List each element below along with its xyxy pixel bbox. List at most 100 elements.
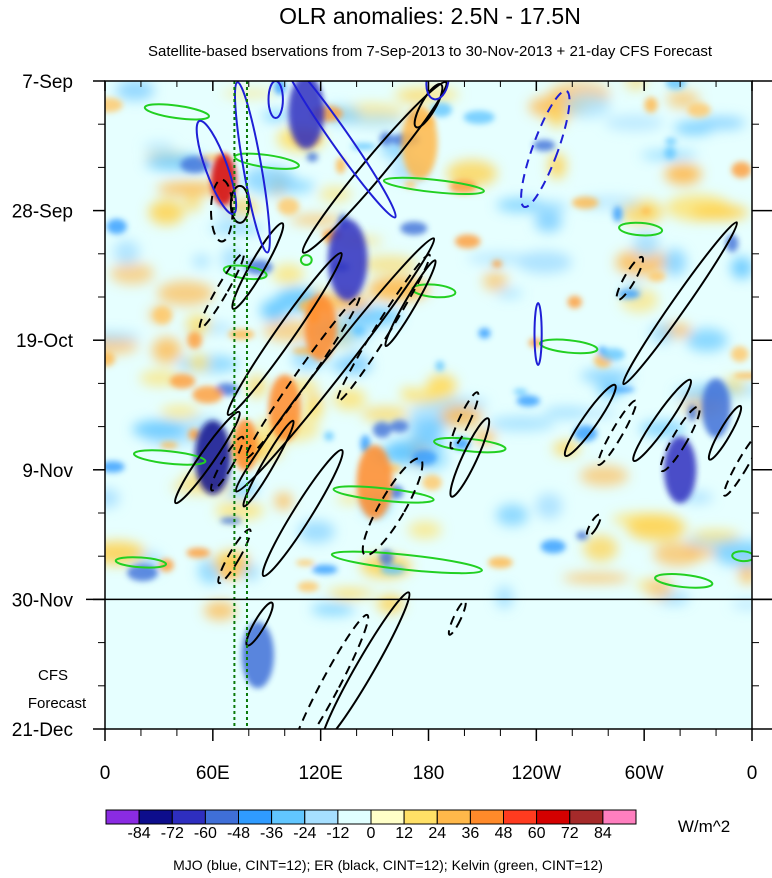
negative-anomaly-patch	[540, 539, 566, 554]
positive-anomaly-patch	[185, 314, 211, 335]
er-contour	[361, 457, 424, 557]
colorbar-level-label: 60	[528, 825, 546, 842]
positive-anomaly-patch	[641, 207, 651, 215]
kelvin-contour	[731, 550, 752, 563]
er-contour	[597, 399, 638, 466]
x-axis: 0 60E 120E 180 120W 60W 0	[100, 81, 758, 784]
er-contour	[229, 184, 250, 224]
colorbar-swatch	[503, 809, 538, 825]
colorbar-level-label: -24	[293, 825, 316, 842]
mjo-contour	[533, 302, 543, 366]
y-tick-label: 19-Oct	[16, 331, 74, 352]
negative-anomaly-patch	[600, 348, 626, 361]
positive-anomaly-patch	[148, 199, 185, 225]
negative-anomaly-patch	[106, 218, 127, 235]
x-tick-label: 120W	[512, 763, 562, 784]
er-contours	[174, 81, 752, 729]
kelvin-contour	[299, 254, 313, 266]
positive-anomaly-patch	[169, 373, 196, 389]
negative-anomaly-patch	[113, 240, 140, 265]
negative-anomaly-patch	[665, 81, 686, 90]
negative-anomaly-patch	[685, 328, 728, 352]
positive-anomaly-patch	[214, 501, 265, 520]
anomaly-core	[232, 419, 258, 472]
negative-anomaly-patch	[713, 540, 752, 567]
colorbar-swatch	[271, 809, 306, 825]
kelvin-contour	[382, 176, 485, 196]
anomaly-core	[401, 105, 438, 180]
colorbar-level-label: 84	[594, 825, 612, 842]
positive-anomaly-patch	[653, 541, 702, 567]
er-contour	[449, 417, 491, 498]
kelvin-contour	[539, 338, 599, 355]
er-contour	[632, 378, 693, 463]
positive-anomaly-patch	[360, 255, 418, 274]
positive-anomaly-patch	[274, 492, 293, 510]
positive-anomaly-patch	[666, 90, 700, 109]
positive-anomaly-patch	[105, 351, 115, 367]
negative-anomaly-patch	[573, 425, 598, 442]
x-tick-label: 60E	[196, 763, 230, 784]
positive-anomaly-patch	[625, 81, 647, 91]
positive-anomaly-patch	[562, 573, 630, 583]
x-tick-label: 0	[100, 763, 111, 784]
positive-anomaly-patch	[579, 465, 629, 487]
colorbar-swatch	[138, 809, 173, 825]
forecast-label-line2: Forecast	[28, 695, 87, 712]
positive-anomaly-patch	[361, 406, 410, 423]
negative-anomaly-patch	[306, 152, 318, 162]
er-contour	[320, 591, 411, 729]
positive-anomaly-patch	[731, 161, 752, 178]
negative-anomaly-patch	[517, 251, 572, 274]
negative-anomaly-patch	[725, 234, 739, 252]
positive-anomaly-patch	[105, 541, 146, 565]
positive-anomaly-patch	[152, 337, 182, 364]
negative-anomaly-patch	[730, 256, 752, 279]
er-contour	[234, 237, 436, 493]
negative-anomaly-patch	[400, 221, 428, 235]
er-contour	[707, 404, 743, 461]
negative-anomaly-patch	[604, 114, 664, 131]
kelvin-contour	[330, 550, 483, 575]
x-tick-label: 180	[413, 763, 445, 784]
colorbar-level-label: -36	[260, 825, 283, 842]
chart-subtitle: Satellite-based bservations from 7-Sep-2…	[148, 43, 713, 60]
positive-anomaly-patch	[583, 535, 618, 562]
er-contour	[198, 252, 245, 330]
colorbar-units: W/m^2	[678, 817, 730, 836]
y-tick-label: 28-Sep	[12, 202, 73, 223]
positive-anomaly-patch	[318, 186, 352, 202]
colorbar-swatch	[436, 809, 471, 825]
negative-anomaly-patch	[298, 520, 335, 543]
negative-anomaly-patch	[663, 248, 687, 276]
colorbar: -84 -72 -60 -48 -36 -24 -12 0 12 24 36 48 60 72 84	[105, 809, 637, 842]
negative-anomaly-patch	[352, 324, 365, 336]
er-contour	[722, 430, 752, 497]
positive-anomaly-patch	[192, 386, 223, 404]
negative-anomaly-patch	[467, 252, 532, 265]
mjo-contour	[267, 81, 284, 119]
er-contour	[210, 178, 234, 243]
positive-anomaly-patch	[492, 260, 503, 268]
colorbar-swatch	[403, 809, 438, 825]
chart-title: OLR anomalies: 2.5N - 17.5N	[279, 3, 581, 29]
negative-anomaly-patch	[665, 137, 677, 145]
negative-anomaly-patch	[435, 360, 445, 372]
y-tick-label: 9-Nov	[22, 461, 73, 482]
er-contour	[217, 528, 252, 585]
anomaly-core	[701, 378, 731, 438]
positive-anomaly-patch	[220, 566, 237, 578]
positive-anomaly-patch	[567, 295, 582, 309]
anomaly-core	[356, 445, 393, 520]
x-tick-label: 0	[747, 763, 758, 784]
er-contour	[413, 83, 444, 129]
mjo-contour	[233, 81, 271, 254]
anomaly-core	[663, 436, 697, 504]
er-contour	[210, 435, 245, 492]
colorbar-level-label: 36	[462, 825, 480, 842]
positive-anomaly-patch	[648, 271, 666, 282]
colorbar-level-label: 24	[428, 825, 446, 842]
negative-anomaly-patch	[220, 517, 242, 524]
negative-anomaly-patch	[496, 504, 529, 526]
positive-anomaly-patch	[139, 370, 180, 387]
